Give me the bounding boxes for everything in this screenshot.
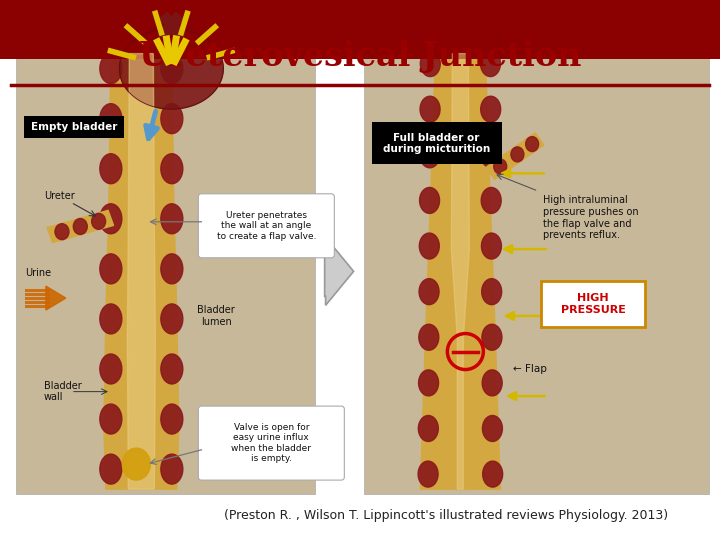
Polygon shape bbox=[127, 53, 156, 489]
Ellipse shape bbox=[100, 304, 122, 334]
Polygon shape bbox=[47, 211, 114, 242]
Bar bbox=[16, 49, 315, 494]
Text: Full bladder or
during micturition: Full bladder or during micturition bbox=[383, 133, 490, 154]
Text: HIGH
PRESSURE: HIGH PRESSURE bbox=[561, 293, 626, 315]
Polygon shape bbox=[451, 53, 469, 489]
Ellipse shape bbox=[481, 187, 501, 213]
Ellipse shape bbox=[161, 454, 183, 484]
Text: Bladder
wall: Bladder wall bbox=[44, 381, 81, 402]
Ellipse shape bbox=[526, 137, 539, 152]
Polygon shape bbox=[160, 12, 185, 40]
Ellipse shape bbox=[100, 154, 122, 184]
Ellipse shape bbox=[482, 324, 502, 350]
Text: (Preston R. , Wilson T. Lippincott's illustrated reviews Physiology. 2013): (Preston R. , Wilson T. Lippincott's ill… bbox=[225, 509, 668, 522]
Text: Ureterovesical Junction: Ureterovesical Junction bbox=[139, 40, 581, 73]
Ellipse shape bbox=[418, 461, 438, 487]
Ellipse shape bbox=[482, 233, 501, 259]
Ellipse shape bbox=[482, 370, 502, 396]
Ellipse shape bbox=[481, 96, 500, 122]
Ellipse shape bbox=[100, 354, 122, 384]
Ellipse shape bbox=[480, 51, 500, 77]
Ellipse shape bbox=[100, 254, 122, 284]
Polygon shape bbox=[120, 28, 223, 109]
Bar bbox=[0, 0, 720, 59]
Bar bbox=[364, 49, 709, 494]
Polygon shape bbox=[158, 12, 183, 40]
Text: ← Flap: ← Flap bbox=[513, 364, 547, 374]
Ellipse shape bbox=[161, 204, 183, 234]
Ellipse shape bbox=[55, 224, 69, 240]
Polygon shape bbox=[104, 53, 179, 489]
Ellipse shape bbox=[161, 404, 183, 434]
Text: Ureter: Ureter bbox=[44, 191, 75, 201]
Text: Urine: Urine bbox=[24, 268, 51, 278]
Ellipse shape bbox=[482, 279, 502, 305]
Ellipse shape bbox=[161, 254, 183, 284]
Ellipse shape bbox=[511, 147, 524, 162]
Ellipse shape bbox=[419, 233, 439, 259]
Ellipse shape bbox=[122, 448, 150, 480]
Text: Ureter penetrates
the wall at an angle
to create a flap valve.: Ureter penetrates the wall at an angle t… bbox=[217, 211, 316, 241]
Ellipse shape bbox=[418, 370, 438, 396]
FancyBboxPatch shape bbox=[198, 406, 344, 480]
Text: Valve is open for
easy urine influx
when the bladder
is empty.: Valve is open for easy urine influx when… bbox=[231, 423, 311, 463]
Bar bbox=[24, 116, 124, 138]
Ellipse shape bbox=[100, 454, 122, 484]
Ellipse shape bbox=[100, 404, 122, 434]
Ellipse shape bbox=[482, 415, 503, 442]
Text: High intraluminal
pressure pushes on
the flap valve and
prevents reflux.: High intraluminal pressure pushes on the… bbox=[544, 195, 639, 240]
Ellipse shape bbox=[494, 159, 507, 174]
Polygon shape bbox=[46, 286, 66, 310]
FancyBboxPatch shape bbox=[198, 194, 334, 258]
Ellipse shape bbox=[161, 354, 183, 384]
Ellipse shape bbox=[161, 104, 183, 134]
Ellipse shape bbox=[161, 304, 183, 334]
Ellipse shape bbox=[419, 279, 439, 305]
Ellipse shape bbox=[419, 324, 438, 350]
Ellipse shape bbox=[161, 53, 183, 84]
Ellipse shape bbox=[482, 461, 503, 487]
Ellipse shape bbox=[418, 415, 438, 442]
FancyBboxPatch shape bbox=[541, 281, 645, 327]
Ellipse shape bbox=[420, 142, 440, 168]
Ellipse shape bbox=[91, 213, 106, 230]
Ellipse shape bbox=[100, 204, 122, 234]
Ellipse shape bbox=[161, 154, 183, 184]
Text: Bladder
lumen: Bladder lumen bbox=[197, 305, 235, 327]
Bar bbox=[372, 123, 502, 164]
Ellipse shape bbox=[100, 104, 122, 134]
Ellipse shape bbox=[481, 142, 501, 168]
Ellipse shape bbox=[420, 96, 440, 122]
Text: Empty bladder: Empty bladder bbox=[31, 122, 117, 132]
Polygon shape bbox=[420, 53, 500, 489]
Polygon shape bbox=[486, 133, 544, 179]
Ellipse shape bbox=[100, 53, 122, 84]
Ellipse shape bbox=[420, 187, 439, 213]
Ellipse shape bbox=[73, 219, 87, 234]
FancyArrow shape bbox=[325, 238, 354, 305]
Ellipse shape bbox=[420, 51, 441, 77]
